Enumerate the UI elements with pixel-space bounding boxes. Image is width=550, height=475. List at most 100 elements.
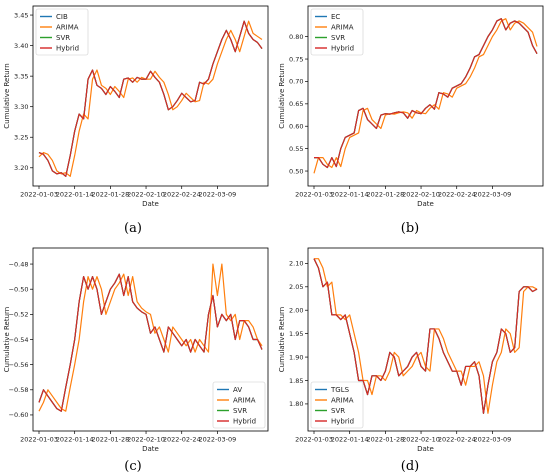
x-tick-label: 2022-01-14 [331, 191, 369, 199]
x-tick-label: 2022-01-03 [295, 191, 333, 199]
y-tick-label: 3.25 [14, 134, 28, 142]
legend-entry: Hybrid [233, 417, 256, 425]
x-axis-label: Date [417, 445, 434, 453]
chart-panel-2: 0.500.550.600.650.700.750.802022-01-0320… [278, 5, 544, 236]
y-axis-label: Cumulative Return [3, 307, 11, 372]
series-line-arima [38, 20, 263, 177]
legend-entry: Hybrid [331, 417, 354, 425]
x-tick-label: 2022-02-10 [127, 191, 165, 199]
x-tick-label: 2022-02-10 [402, 436, 440, 444]
legend-entry: EC [331, 13, 340, 21]
x-tick-label: 2022-01-03 [20, 436, 58, 444]
legend-entry: ARIMA [331, 23, 354, 31]
y-tick-label: 1.90 [289, 353, 303, 361]
y-tick-label: 0.65 [289, 100, 303, 108]
x-tick-label: 2022-01-14 [56, 436, 94, 444]
x-tick-label: 2022-03-09 [199, 191, 237, 199]
panel-label: (a) [124, 221, 142, 236]
legend: EC ARIMA SVR Hybrid [310, 8, 364, 56]
y-tick-label: −0.50 [9, 286, 29, 294]
x-axis-label: Date [417, 200, 434, 208]
panel-label: (d) [401, 459, 419, 474]
y-tick-label: 1.85 [289, 377, 303, 385]
legend-box [310, 8, 364, 56]
x-tick-label: 2022-02-24 [438, 436, 476, 444]
legend-box [212, 381, 266, 429]
plot-frame [307, 5, 544, 187]
y-tick-label: −0.54 [9, 336, 29, 344]
legend: AV ARIMA SVR Hybrid [212, 381, 266, 429]
y-axis-label: Cumulative Return [278, 63, 286, 128]
x-tick-label: 2022-03-09 [474, 436, 512, 444]
chart-panel-4: 1.801.851.901.952.002.052.102022-01-0320… [278, 247, 544, 474]
series-line-hybrid [314, 18, 538, 169]
legend: CIB ARIMA SVR Hybrid [35, 8, 89, 56]
y-axis-label: Cumulative Return [3, 63, 11, 128]
plot-frame [307, 247, 544, 432]
chart-panel-3: −0.60 −0.58 −0.56 −0.54 −0.52 −0.50 −0.48 2022-… [3, 247, 269, 474]
y-tick-label: 0.50 [289, 167, 303, 175]
series-line-hybrid [38, 20, 263, 177]
plot-frame [32, 5, 269, 187]
legend-entry: SVR [233, 407, 247, 415]
x-tick-label: 2022-02-24 [163, 191, 201, 199]
series-line-hybrid [313, 258, 538, 414]
legend-entry: Hybrid [331, 44, 354, 52]
y-tick-label: 3.30 [14, 103, 28, 111]
x-tick-label: 2022-02-24 [163, 436, 201, 444]
legend-entry: AV [233, 386, 242, 394]
y-tick-label: 0.70 [289, 78, 303, 86]
y-axis-label: Cumulative Return [278, 307, 286, 372]
y-tick-label: 0.75 [289, 55, 303, 63]
x-axis-label: Date [142, 445, 159, 453]
legend-entry: SVR [56, 34, 70, 42]
legend-entry: CIB [56, 13, 68, 21]
x-tick-label: 2022-01-28 [366, 436, 404, 444]
x-tick-label: 2022-02-24 [438, 191, 476, 199]
x-tick-label: 2022-03-09 [474, 191, 512, 199]
y-tick-label: 0.55 [289, 145, 303, 153]
series-line-arima [313, 18, 538, 174]
legend-entry: ARIMA [233, 396, 256, 404]
legend-entry: TGLS [330, 386, 350, 394]
legend-entry: ARIMA [56, 23, 79, 31]
y-tick-label: 2.10 [289, 260, 303, 268]
x-tick-label: 2022-01-03 [20, 191, 58, 199]
y-tick-label: 1.95 [289, 330, 303, 338]
y-tick-label: 3.35 [14, 72, 28, 80]
x-tick-label: 2022-01-14 [331, 436, 369, 444]
legend-box [35, 8, 89, 56]
y-tick-label: 0.60 [289, 123, 303, 131]
series-line-hybrid [38, 273, 263, 412]
x-tick-label: 2022-01-28 [91, 436, 129, 444]
legend: TGLS ARIMA SVR Hybrid [310, 381, 364, 429]
x-tick-label: 2022-02-10 [402, 191, 440, 199]
x-tick-label: 2022-03-09 [199, 436, 237, 444]
y-tick-label: 3.20 [14, 164, 28, 172]
y-tick-label: −0.60 [9, 411, 29, 419]
legend-entry: SVR [331, 407, 345, 415]
legend-box [310, 381, 364, 429]
y-tick-label: 2.05 [289, 283, 303, 291]
y-tick-label: −0.48 [9, 260, 29, 268]
x-tick-label: 2022-01-28 [91, 191, 129, 199]
x-tick-label: 2022-01-28 [366, 191, 404, 199]
x-tick-label: 2022-02-10 [127, 436, 165, 444]
y-tick-label: −0.56 [9, 361, 29, 369]
y-tick-label: 0.80 [289, 33, 303, 41]
panel-label: (c) [124, 459, 141, 474]
y-tick-label: 2.00 [289, 307, 303, 315]
y-tick-label: 3.45 [14, 11, 28, 19]
legend-entry: SVR [331, 34, 345, 42]
x-tick-label: 2022-01-03 [295, 436, 333, 444]
series-line-arima [38, 263, 263, 412]
chart-panel-1: 3.203.253.303.353.403.452022-01-032022-0… [3, 5, 269, 236]
x-axis-label: Date [142, 200, 159, 208]
y-tick-label: 3.40 [14, 42, 28, 50]
x-tick-label: 2022-01-14 [56, 191, 94, 199]
y-tick-label: −0.52 [9, 311, 29, 319]
panel-label: (b) [401, 221, 419, 236]
y-tick-label: −0.58 [9, 386, 29, 394]
legend-entry: Hybrid [56, 44, 79, 52]
